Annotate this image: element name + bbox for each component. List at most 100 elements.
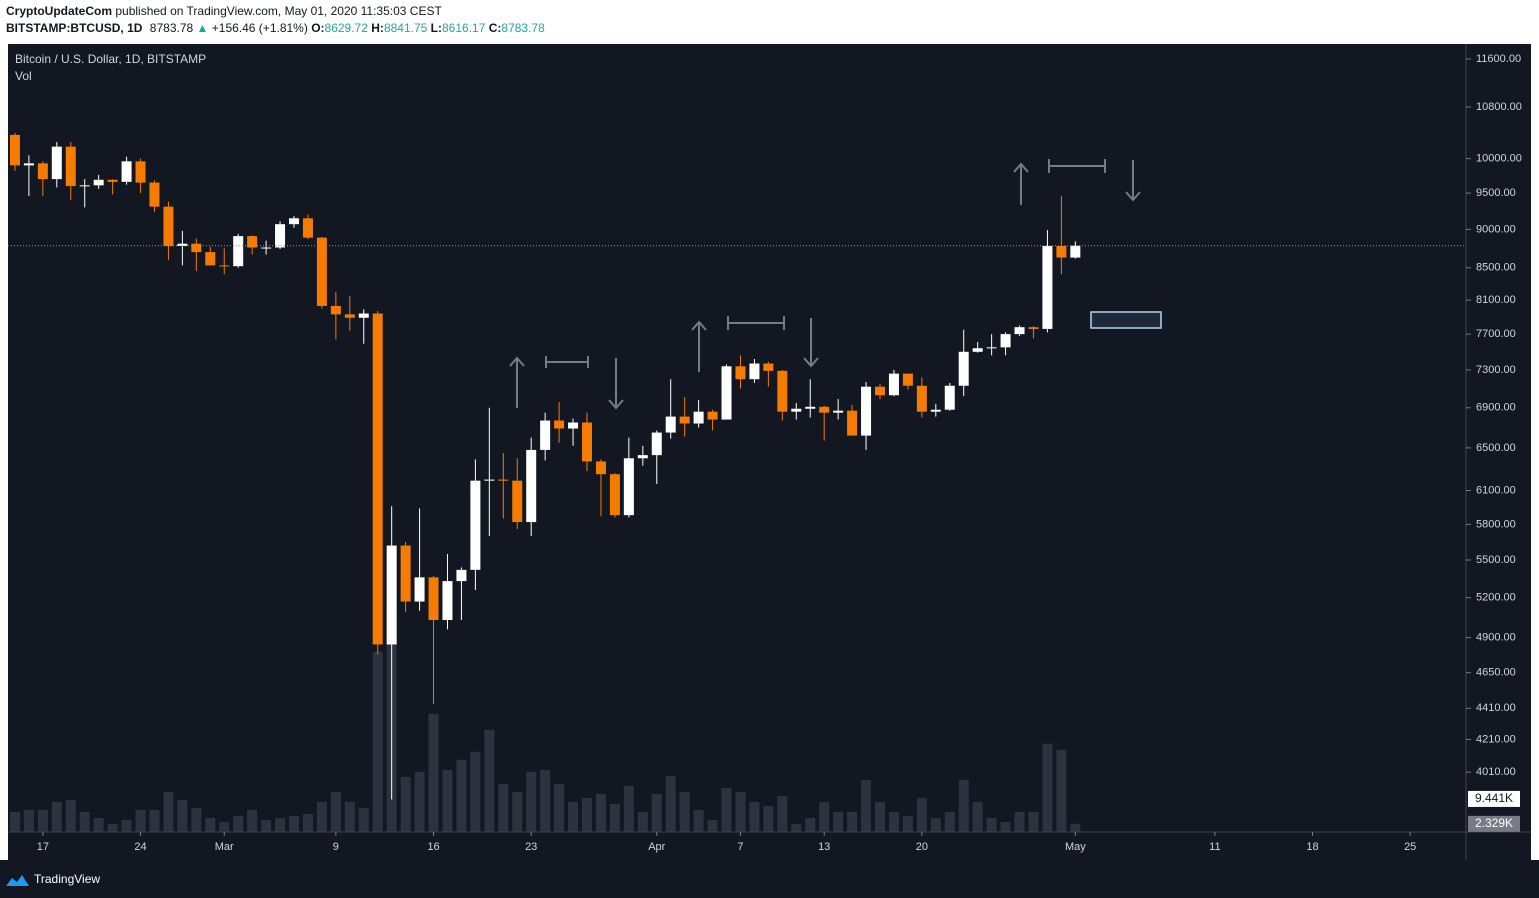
- change-arrow: ▲: [197, 21, 209, 35]
- volume-bar: [791, 823, 802, 832]
- y-tick-label: 9500.00: [1476, 187, 1516, 199]
- volume-bar: [107, 823, 118, 832]
- volume-bar: [470, 751, 481, 832]
- x-tick-label: 11: [1209, 841, 1220, 853]
- candle-body: [875, 386, 885, 396]
- volume-bar: [554, 783, 565, 832]
- y-tick-label: 8500.00: [1476, 262, 1516, 274]
- volume-bar: [637, 811, 648, 832]
- arrow-down: [803, 318, 819, 368]
- candle-body: [847, 410, 858, 436]
- volume-bar: [582, 797, 592, 832]
- candle-body: [888, 373, 899, 396]
- y-tick-label: 7700.00: [1476, 328, 1516, 340]
- candle-body: [93, 179, 104, 186]
- volume-bar: [944, 811, 955, 832]
- volume-ma-box: [1468, 790, 1520, 807]
- candle-body: [191, 243, 202, 253]
- candle-body: [540, 420, 551, 450]
- candle-body: [595, 461, 606, 475]
- y-tick-label: 4210.00: [1476, 733, 1516, 745]
- candle-body: [330, 305, 341, 315]
- candle-body: [163, 206, 174, 246]
- candle-body: [679, 416, 690, 424]
- candle-body: [651, 432, 662, 456]
- volume-bar: [986, 817, 997, 832]
- volume-bar: [1000, 821, 1011, 832]
- footer-background: [0, 860, 1539, 898]
- volume-bar: [763, 805, 774, 832]
- volume-bar: [1014, 811, 1025, 832]
- range-bracket: [1048, 159, 1106, 173]
- candle-body: [777, 370, 788, 412]
- candle-body: [791, 408, 802, 412]
- x-tick-label: 16: [427, 841, 439, 853]
- chart-background: [8, 44, 1531, 860]
- volume-bar: [275, 817, 286, 832]
- volume-bar: [205, 817, 216, 832]
- y-tick-label: 6500.00: [1476, 442, 1516, 454]
- candle-body: [930, 409, 941, 412]
- volume-bar: [888, 811, 899, 832]
- arrow-up: [1013, 162, 1029, 205]
- footer-brand: TradingView: [34, 872, 100, 886]
- candle-body: [302, 218, 313, 238]
- y-tick-label: 5200.00: [1476, 592, 1516, 604]
- volume-bar: [609, 803, 620, 832]
- volume-bar: [861, 779, 872, 832]
- x-tick-label: 20: [916, 841, 928, 853]
- candle-body: [1070, 245, 1081, 258]
- volume-bar: [9, 811, 20, 832]
- candle-body: [554, 420, 565, 429]
- x-tick-label: 9: [333, 841, 339, 853]
- y-tick-label: 4010.00: [1476, 766, 1516, 778]
- volume-bar: [372, 651, 383, 832]
- y-tick-label: 9000.00: [1476, 223, 1516, 235]
- volume-bar: [526, 771, 537, 832]
- x-tick-label: 25: [1404, 841, 1416, 853]
- volume-bar: [1056, 749, 1067, 832]
- candle-body: [79, 185, 90, 187]
- volume-bar: [247, 809, 258, 832]
- candle-body: [23, 163, 34, 166]
- candle-body: [219, 265, 230, 267]
- candle-body: [51, 146, 62, 180]
- volume-bar: [665, 775, 676, 832]
- arrow-up: [691, 320, 707, 372]
- candle-body: [1056, 245, 1067, 258]
- candle-body: [637, 455, 648, 459]
- candle-body: [1014, 327, 1025, 335]
- candle-body: [233, 236, 244, 267]
- volume-bar: [902, 815, 913, 832]
- volume-last-label: 2.329K: [1475, 816, 1513, 830]
- volume-bar: [37, 809, 48, 832]
- volume-bar: [163, 791, 174, 832]
- candle-body: [665, 416, 676, 433]
- ohlc-label: O:: [311, 21, 324, 35]
- arrow-down: [608, 358, 624, 410]
- candle-body: [749, 363, 760, 380]
- x-tick-label: 24: [134, 841, 146, 853]
- volume-bar: [693, 809, 704, 832]
- x-tick-label: Mar: [215, 841, 234, 853]
- volume-bar: [777, 795, 788, 832]
- volume-bar: [302, 813, 313, 832]
- volume-bar: [23, 809, 34, 832]
- volume-bar: [233, 815, 244, 832]
- candle-body: [37, 163, 48, 180]
- y-tick-label: 11600.00: [1476, 53, 1521, 65]
- candle-body: [414, 577, 425, 602]
- x-tick-label: 18: [1306, 841, 1318, 853]
- volume-bar: [512, 791, 523, 832]
- x-tick-label: May: [1065, 841, 1086, 853]
- volume-bar: [316, 801, 327, 832]
- chart-title: Bitcoin / U.S. Dollar, 1D, BITSTAMP: [15, 52, 206, 66]
- candle-body: [819, 406, 830, 413]
- volume-bar: [65, 799, 76, 832]
- volume-last-box: [1468, 815, 1520, 832]
- volume-bar: [805, 817, 816, 832]
- candle-body: [289, 218, 299, 225]
- volume-bar: [358, 807, 369, 832]
- candle-body: [400, 545, 411, 602]
